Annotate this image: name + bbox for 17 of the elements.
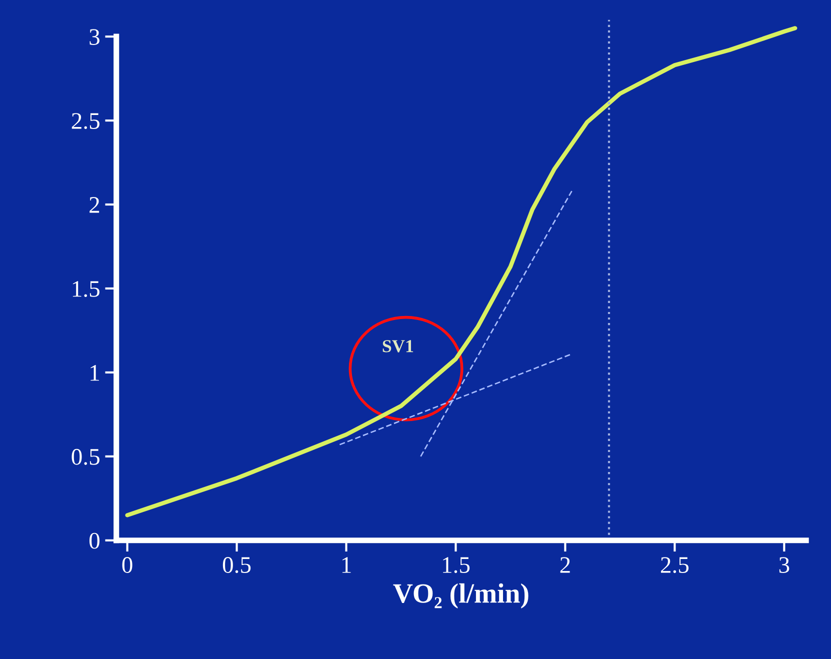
y-tick-label: 2 [90, 197, 100, 213]
x-tick-label: 2 [560, 557, 570, 573]
y-tick-label: 1 [90, 365, 99, 381]
y-tick-label: 0 [89, 532, 100, 549]
x-tick-label: 0 [122, 557, 132, 573]
annotation: SV1 [382, 340, 414, 352]
x-tick-label: 0.5 [222, 557, 251, 574]
y-tick-label: 0.5 [72, 448, 100, 465]
x-tick-label: 1 [342, 557, 351, 573]
y-tick-label: 1.5 [72, 281, 100, 297]
x-tick-label: 3 [779, 557, 790, 573]
x-axis-title: VO₂ (l/min) [393, 583, 528, 609]
x-tick-label: 1.5 [443, 557, 470, 574]
y-tick-label: 3 [90, 29, 100, 45]
line-series [125, 26, 798, 518]
y-tick-label: 2.5 [72, 113, 100, 130]
x-tick-label: 2.5 [660, 557, 689, 574]
